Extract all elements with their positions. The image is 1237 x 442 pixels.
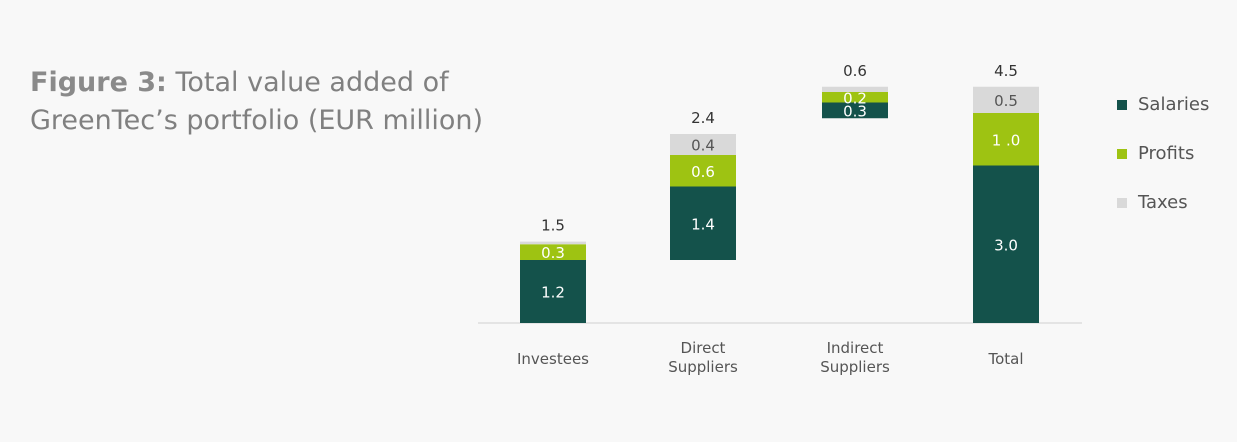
category-label-3: Total (987, 350, 1023, 368)
data-label-profits-1: 0.6 (691, 163, 715, 181)
bar-profits-2 (822, 92, 888, 103)
total-label-3: 4.5 (994, 62, 1018, 80)
data-label-salaries-1: 1.4 (691, 215, 715, 233)
bar-salaries-1 (670, 186, 736, 260)
bar-profits-0 (520, 244, 586, 260)
bar-profits-1 (670, 155, 736, 187)
legend-item-profits: Profits (1117, 129, 1209, 178)
data-label-salaries-0: 1.2 (541, 284, 565, 302)
category-label-2-line-1: Suppliers (820, 358, 890, 376)
data-label-profits-2: 0.2 (843, 89, 867, 107)
bar-salaries-0 (520, 260, 586, 323)
bar-taxes-3 (973, 86, 1039, 113)
total-label-2: 0.6 (843, 62, 867, 80)
category-label-1-line-0: Direct (681, 339, 726, 357)
data-label-profits-0: 0.3 (541, 244, 565, 262)
legend-label-salaries: Salaries (1138, 94, 1210, 115)
category-label-1-line-1: Suppliers (668, 358, 738, 376)
data-label-taxes-1: 0.4 (691, 137, 715, 155)
data-label-salaries-2: 0.3 (843, 102, 867, 120)
total-label-1: 2.4 (691, 109, 715, 127)
figure-label: Figure 3: (30, 67, 167, 98)
data-label-profits-3: 1 .0 (992, 131, 1021, 149)
figure-title: Figure 3: Total value added of GreenTec’… (30, 64, 500, 140)
bar-salaries-3 (973, 165, 1039, 323)
legend-label-taxes: Taxes (1138, 192, 1188, 213)
legend-swatch-salaries (1117, 99, 1127, 110)
category-label-2-line-0: Indirect (827, 339, 884, 357)
legend-item-salaries: Salaries (1117, 80, 1209, 129)
data-label-taxes-3: 0.5 (994, 92, 1018, 110)
legend-label-profits: Profits (1138, 143, 1195, 164)
legend-swatch-taxes (1117, 197, 1127, 208)
bar-taxes-0 (520, 241, 586, 245)
total-label-0: 1.5 (541, 217, 565, 235)
bar-salaries-2 (822, 102, 888, 119)
figure-title-text: Total value added of GreenTec’s portfoli… (30, 67, 484, 136)
bar-taxes-2 (822, 86, 888, 92)
legend-swatch-profits (1117, 148, 1127, 159)
bar-taxes-1 (670, 134, 736, 155)
category-label-0: Investees (517, 350, 589, 368)
legend-item-taxes: Taxes (1117, 178, 1209, 227)
data-label-salaries-3: 3.0 (994, 236, 1018, 254)
bar-profits-3 (973, 113, 1039, 166)
chart-legend: Salaries Profits Taxes (1117, 80, 1209, 227)
